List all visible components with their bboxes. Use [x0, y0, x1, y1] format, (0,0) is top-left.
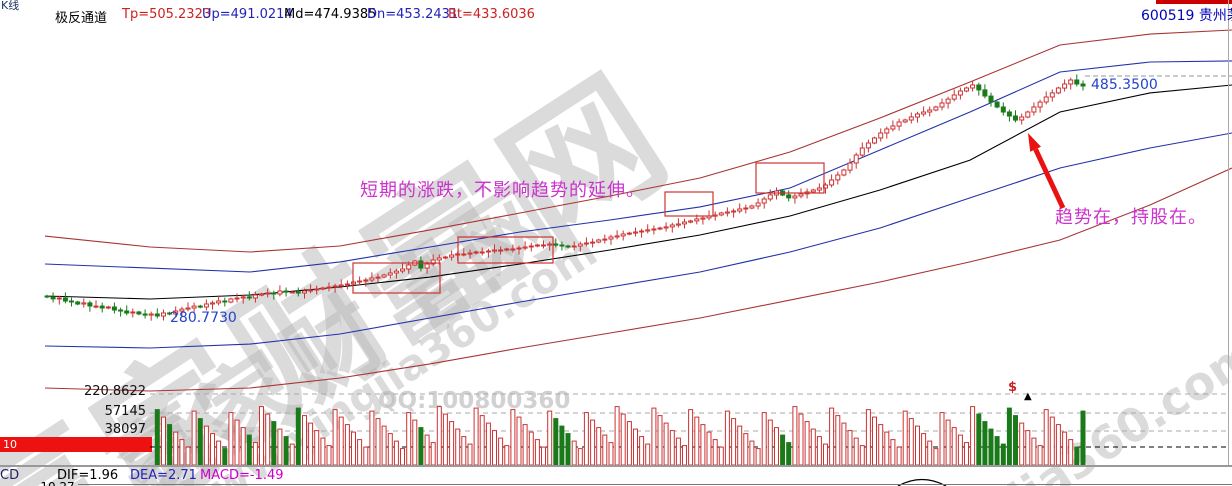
channel-line-md: [44, 84, 1232, 300]
indicator-bt-value: Bt=433.6036: [448, 7, 535, 22]
volume-scale-red-box: 10: [0, 437, 152, 452]
triangle-marker: ▲: [1024, 391, 1032, 402]
channel-line-tp: [44, 29, 1232, 253]
high-price-label: 485.3500: [1091, 77, 1158, 93]
footer-axis-line: [78, 484, 1232, 485]
right-border: [1228, 0, 1229, 466]
date-strip: [1156, 0, 1232, 4]
annotation-mid: 短期的涨跌，不影响趋势的延伸。: [360, 180, 645, 201]
indicator-md-value: Md=474.9385: [284, 7, 377, 22]
footer-macd: MACD=-1.49: [200, 468, 284, 483]
indicator-up-value: Up=491.0214: [202, 7, 293, 22]
channel-line-bt: [44, 167, 1232, 392]
left-axis-label: K线: [1, 0, 20, 12]
pane-separator: [0, 465, 1232, 467]
channel-line-up: [44, 60, 1232, 273]
stock-code: 600519: [1141, 8, 1195, 24]
consolidation-box: [457, 236, 554, 264]
footer-dea: DEA=2.71: [130, 468, 197, 483]
consolidation-box: [755, 162, 825, 194]
footer-dif: DIF=1.96: [57, 468, 119, 483]
indicator-tp-value: Tp=505.2323: [122, 7, 212, 22]
annotation-right: 趋势在，持股在。: [1055, 207, 1207, 228]
indicator-name[interactable]: 极反通道: [55, 11, 108, 26]
vol-scale-220: 220.8622: [83, 384, 146, 399]
stock-name: 贵州茅台: [1198, 8, 1232, 24]
dollar-marker: $: [1008, 380, 1018, 395]
indicator-dn-value: Dn=453.2431: [367, 7, 459, 22]
trend-arrow: [1033, 148, 1066, 210]
footer-indicator-short[interactable]: CD: [0, 468, 20, 483]
consolidation-box: [664, 191, 714, 217]
consolidation-box: [352, 262, 441, 294]
footer-partial-value: -10.27: [36, 480, 75, 486]
stock-title[interactable]: 600519 贵州茅台: [1141, 5, 1232, 25]
macd-curve-hint: [897, 478, 947, 486]
vol-scale-57145: 57145: [104, 404, 146, 419]
vol-scale-38097: 38097: [104, 422, 146, 437]
low-price-label: 280.7730: [170, 310, 237, 326]
